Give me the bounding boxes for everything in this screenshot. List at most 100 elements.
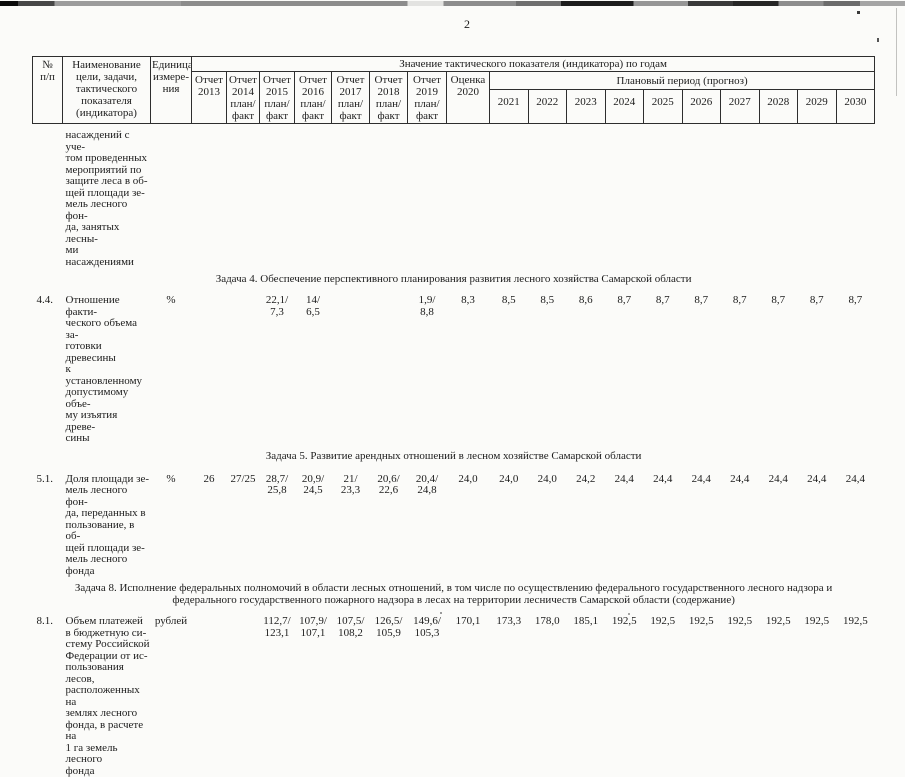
value-cell: 8,7	[732, 294, 747, 306]
header-year-2021: 2021	[489, 89, 529, 124]
scan-speck	[857, 11, 860, 14]
header-year-2028: 2028	[758, 89, 798, 124]
header-report-2016: Отчет 2016 план/ факт	[294, 71, 332, 124]
value-cell: 173,3	[496, 615, 522, 627]
value-cell: 22,1/ 7,3	[265, 294, 289, 318]
value-cell: 28,7/ 25,8	[265, 472, 289, 496]
value-cell: 112,7/ 123,1	[263, 615, 291, 639]
row-number-cell: 4.4.	[36, 294, 54, 306]
value-cell: 20,4/ 24,8	[415, 472, 439, 496]
section-label: Задача 8. Исполнение федеральных полномо…	[74, 582, 833, 606]
value-cell: 24,4	[730, 472, 750, 485]
indicator-name-cell: Доля площади зе- мель лесного фон- да, п…	[65, 472, 150, 577]
value-cell: 178,0	[534, 615, 560, 627]
header-report-2019: Отчет 2019 план/ факт	[407, 71, 447, 124]
value-cell: 8,7	[771, 294, 786, 306]
value-cell: 24,0	[537, 472, 557, 485]
value-cell: 8,6	[578, 294, 593, 306]
value-cell: 24,4	[768, 472, 788, 485]
value-cell: 8,5	[540, 294, 555, 306]
value-cell	[192, 610, 227, 777]
row-number-cell: 5.1.	[36, 472, 54, 485]
value-cell: 26	[203, 472, 215, 485]
page-number: 2	[464, 17, 470, 31]
row-number-cell: 8.1.	[36, 615, 54, 627]
value-cell: 8,7	[848, 294, 863, 306]
unit-cell: рублей	[154, 615, 188, 627]
header-indicator-name: Наименование цели, задачи, тактического …	[62, 56, 151, 124]
table-row-4-4: 4.4. Отношение факти- ческого объема за-…	[33, 289, 875, 445]
values-empty	[192, 124, 875, 269]
header-year-2029: 2029	[797, 89, 837, 124]
indicators-table: № п/п Наименование цели, задачи, тактиче…	[32, 56, 876, 777]
value-cell	[192, 289, 227, 445]
value-cell: 107,5/ 108,2	[336, 615, 365, 639]
value-cell: 8,7	[809, 294, 824, 306]
value-cell: 24,4	[845, 472, 865, 485]
value-cell: 192,5	[727, 615, 753, 627]
value-cell: 126,5/ 105,9	[374, 615, 403, 639]
header-report-2017: Отчет 2017 план/ факт	[331, 71, 370, 124]
value-cell: 107,9/ 107,1	[299, 615, 327, 639]
value-cell	[370, 289, 408, 445]
value-cell: 24,0	[499, 472, 519, 485]
value-cell: 192,5	[804, 615, 830, 627]
row-number-cell	[33, 124, 63, 269]
scan-artifact-right-edge	[896, 8, 897, 96]
scan-speck	[440, 612, 442, 614]
section-row-task5: Задача 5. Развитие арендных отношений в …	[33, 445, 875, 468]
value-cell: 192,5	[688, 615, 714, 627]
header-row-number: № п/п	[32, 56, 63, 124]
indicators-table-wrap: № п/п Наименование цели, задачи, тактиче…	[32, 56, 876, 777]
value-cell: 192,5	[765, 615, 791, 627]
value-cell: 20,6/ 22,6	[377, 472, 400, 496]
section-row-task8: Задача 8. Исполнение федеральных полномо…	[33, 577, 875, 610]
header-unit: Единица измере- ния	[150, 56, 192, 124]
value-cell: 8,7	[617, 294, 632, 306]
value-cell: 192,5	[611, 615, 637, 627]
header-year-2025: 2025	[643, 89, 683, 124]
value-cell	[227, 289, 260, 445]
section-label: Задача 4. Обеспечение перспективного пла…	[215, 272, 692, 285]
value-cell: 192,5	[842, 615, 868, 627]
value-cell: 170,1	[455, 615, 481, 627]
value-cell: 8,7	[694, 294, 709, 306]
header-estimate-2020: Оценка 2020	[446, 71, 490, 124]
scan-speck	[628, 613, 630, 615]
unit-cell: %	[166, 472, 176, 485]
value-cell	[332, 289, 370, 445]
scan-artifact-top-edge	[0, 1, 905, 6]
value-cell: 8,7	[655, 294, 670, 306]
section-label: Задача 5. Развитие арендных отношений в …	[265, 450, 642, 463]
header-plan-band: Плановый период (прогноз)	[488, 71, 876, 90]
value-cell: 24,0	[458, 472, 478, 485]
value-cell: 14/ 6,5	[305, 294, 321, 318]
value-cell	[227, 610, 260, 777]
header-year-2026: 2026	[681, 89, 721, 124]
table-row-8-1: 8.1. Объем платежей в бюджетную си- стем…	[33, 610, 875, 777]
header-report-2018: Отчет 2018 план/ факт	[369, 71, 408, 124]
value-cell: 24,4	[807, 472, 827, 485]
value-cell: 192,5	[650, 615, 676, 627]
value-cell: 21/ 23,3	[340, 472, 361, 496]
value-cell: 8,3	[461, 294, 475, 306]
section-row-task4: Задача 4. Обеспечение перспективного пла…	[33, 268, 875, 289]
value-cell: 27/25	[230, 472, 256, 485]
value-cell: 24,4	[614, 472, 634, 485]
indicator-name-cell: насаждений с уче- том проведенных меропр…	[65, 129, 148, 268]
value-cell: 24,2	[576, 472, 596, 485]
unit-cell	[151, 124, 192, 269]
value-cell: 20,9/ 24,5	[301, 472, 325, 496]
value-cell: 149,6/ 105,3	[413, 615, 441, 639]
value-cell: 1,9/ 8,8	[418, 294, 436, 318]
value-cell: 24,4	[691, 472, 711, 485]
header-year-2030: 2030	[835, 89, 876, 124]
header-report-2013: Отчет 2013	[191, 71, 227, 124]
indicator-name-cell: Отношение факти- ческого объема за- гото…	[65, 294, 143, 444]
unit-cell: %	[166, 294, 176, 306]
header-year-2024: 2024	[604, 89, 644, 124]
header-year-2023: 2023	[566, 89, 606, 124]
header-report-2014: Отчет 2014 план/ факт	[226, 71, 260, 124]
value-cell: 8,5	[501, 294, 516, 306]
header-report-2015: Отчет 2015 план/ факт	[259, 71, 295, 124]
